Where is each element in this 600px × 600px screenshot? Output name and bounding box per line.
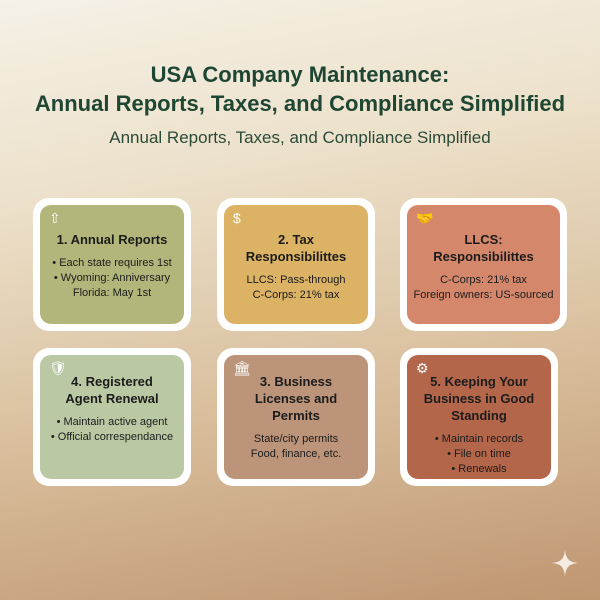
card-title: 1. Annual Reports bbox=[56, 232, 168, 247]
card-frame: 🏛 3. Business Licenses and Permits State/c… bbox=[217, 348, 375, 486]
card-line: Foreign owners: US-sourced bbox=[413, 289, 554, 301]
card-title: 5. Keeping Your Business in Good Standin… bbox=[423, 374, 535, 423]
title-line-1: USA Company Maintenance: bbox=[150, 62, 450, 87]
card-line: • Maintain active agent bbox=[56, 416, 168, 428]
card-line: • File on time bbox=[447, 448, 511, 460]
card-frame: ⇧ 1. Annual Reports • Each state requires … bbox=[33, 198, 191, 331]
card-frame: 🛡 4. Registered Agent Renewal • Maintain a… bbox=[33, 348, 191, 486]
card-line: • Each state requires 1st bbox=[52, 257, 172, 269]
info-card: ⇧ 1. Annual Reports • Each state requires … bbox=[40, 205, 184, 324]
handshake-icon: 🤝 bbox=[416, 210, 434, 226]
info-card: 🛡 4. Registered Agent Renewal • Maintain a… bbox=[40, 355, 184, 479]
card-title: 3. Business Licenses and Permits bbox=[254, 374, 338, 423]
card-line: • Wyoming: Anniversary bbox=[53, 272, 171, 284]
card-title: 4. Registered Agent Renewal bbox=[65, 374, 159, 406]
card-frame: ⚙ 5. Keeping Your Business in Good Standi… bbox=[400, 348, 558, 486]
info-card: ⚙ 5. Keeping Your Business in Good Standi… bbox=[407, 355, 551, 479]
card-line: Florida: May 1st bbox=[72, 287, 152, 299]
card-line: • Official correspendance bbox=[50, 431, 174, 443]
card-line: LLCS: Pass-through bbox=[246, 274, 346, 286]
subtitle: Annual Reports, Taxes, and Compliance Si… bbox=[109, 128, 491, 147]
dollar-cycle-icon: $ bbox=[233, 210, 241, 226]
document-upload-icon: ⇧ bbox=[49, 210, 61, 226]
card-frame: $2. Tax Responsibilittes LLCS: Pass-throu… bbox=[217, 198, 375, 331]
card-line: State/city permits bbox=[253, 433, 339, 445]
bank-icon: 🏛 bbox=[233, 360, 251, 376]
card-line: C-Corps: 21% tax bbox=[252, 289, 340, 301]
card-title: 2. Tax Responsibilittes bbox=[245, 232, 347, 264]
card-line: Food, finance, etc. bbox=[250, 448, 342, 460]
page-title: USA Company Maintenance: Annual Reports,… bbox=[0, 60, 600, 118]
title-line-2: Annual Reports, Taxes, and Compliance Si… bbox=[34, 91, 566, 116]
card-line: • Maintain records bbox=[434, 433, 524, 445]
card-line: C-Corps: 21% tax bbox=[440, 274, 527, 286]
card-line: • Renewals bbox=[451, 463, 507, 475]
info-card: 🏛 3. Business Licenses and Permits State/c… bbox=[224, 355, 368, 479]
sparkle-icon bbox=[552, 550, 578, 576]
shield-check-icon: 🛡 bbox=[49, 360, 67, 376]
info-card: 🤝 LLCS: Responsibilittes C-Corps: 21% tax F… bbox=[407, 205, 560, 324]
info-card: $2. Tax Responsibilittes LLCS: Pass-throu… bbox=[224, 205, 368, 324]
gear-icon: ⚙ bbox=[416, 360, 429, 376]
card-frame: 🤝 LLCS: Responsibilittes C-Corps: 21% tax F… bbox=[400, 198, 567, 331]
card-title: LLCS: Responsibilittes bbox=[433, 232, 534, 264]
